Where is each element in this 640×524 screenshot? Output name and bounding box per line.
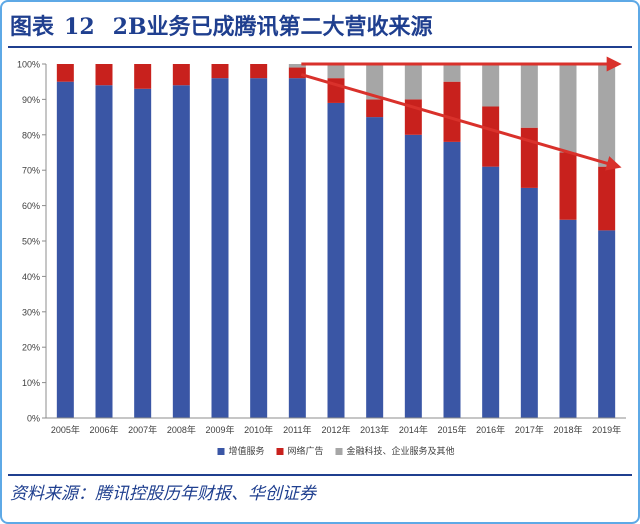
legend-label: 增值服务 [229, 445, 265, 457]
bar-segment [404, 134, 422, 419]
bar-segment [443, 81, 461, 142]
bar-segment [520, 64, 538, 128]
bar-segment [482, 106, 500, 167]
bar-segment [482, 64, 500, 107]
bar-segment [366, 117, 384, 418]
bar-segment [559, 219, 577, 418]
x-tick-label: 2008年 [167, 424, 196, 435]
x-tick-label: 2012年 [321, 424, 350, 435]
y-tick-label: 10% [22, 378, 40, 388]
bar-segment [288, 64, 306, 68]
bar-segment [327, 102, 345, 418]
figure-label: 图表 [10, 14, 55, 40]
bar-segment [288, 78, 306, 418]
bar-segment [250, 64, 268, 79]
x-tick-label: 2005年 [51, 424, 80, 435]
x-tick-label: 2014年 [399, 424, 428, 435]
bar-segment [134, 64, 152, 89]
bar-segment [598, 230, 616, 418]
bar-segment [95, 64, 113, 86]
bar-segment [56, 64, 74, 82]
bar-segment [366, 99, 384, 118]
bar-segment [520, 127, 538, 188]
bar-segment [250, 78, 268, 418]
y-tick-label: 30% [22, 307, 40, 317]
bar-segment [559, 152, 577, 220]
y-tick-label: 0% [27, 414, 40, 424]
legend-swatch [335, 448, 343, 455]
source-rule [8, 474, 632, 476]
bar-segment [482, 166, 500, 418]
x-tick-label: 2018年 [553, 424, 582, 435]
x-tick-label: 2010年 [244, 424, 273, 435]
bar-segment [56, 81, 74, 418]
x-tick-label: 2015年 [437, 424, 466, 435]
legend-label: 金融科技、企业服务及其他 [347, 445, 455, 457]
bar-segment [520, 187, 538, 418]
x-tick-label: 2016年 [476, 424, 505, 435]
y-tick-label: 100% [17, 60, 40, 70]
bar-segment [443, 64, 461, 82]
y-tick-label: 20% [22, 343, 40, 353]
bar-segment [211, 64, 229, 79]
bar-segment [598, 64, 616, 167]
bar-segment [598, 166, 616, 231]
x-tick-label: 2013年 [360, 424, 389, 435]
y-tick-label: 40% [22, 272, 40, 282]
figure-title: 图表 12 2B业务已成腾讯第二大营收来源 [10, 10, 630, 44]
legend-swatch [217, 448, 225, 455]
title-rule [8, 46, 632, 48]
source-note: 资料来源：腾讯控股历年财报、华创证券 [10, 484, 316, 504]
y-tick-label: 50% [22, 237, 40, 247]
x-tick-label: 2009年 [205, 424, 234, 435]
trend-arrow [300, 73, 622, 171]
figure-title-text: 2B业务已成腾讯第二大营收来源 [112, 14, 433, 40]
bar-segment [288, 67, 306, 79]
y-tick-label: 80% [22, 130, 40, 140]
stacked-bar-chart: 0% 10% 20% 30% 40% 50% 60% 70% 80% 90% 100% 2005年 20… [17, 56, 626, 457]
bar-segment [172, 85, 190, 419]
bar-segment [172, 64, 190, 86]
bar-segment [327, 64, 345, 79]
x-tick-label: 2011年 [283, 424, 311, 435]
y-tick-label: 60% [22, 201, 40, 211]
bar-segment [443, 141, 461, 418]
bar-segment [404, 64, 422, 100]
y-tick-label: 90% [22, 95, 40, 105]
bar-segment [366, 64, 384, 100]
x-tick-label: 2007年 [128, 424, 157, 435]
legend-swatch [276, 448, 284, 455]
bar-segment [134, 88, 152, 418]
bar-segment [95, 85, 113, 419]
x-tick-label: 2006年 [89, 424, 118, 435]
legend-label: 网络广告 [288, 445, 324, 457]
figure-number: 12 [64, 14, 95, 40]
bar-segment [559, 64, 577, 153]
x-tick-label: 2019年 [592, 424, 621, 435]
y-tick-label: 70% [22, 166, 40, 176]
bar-segment [211, 78, 229, 418]
x-tick-label: 2017年 [515, 424, 544, 435]
